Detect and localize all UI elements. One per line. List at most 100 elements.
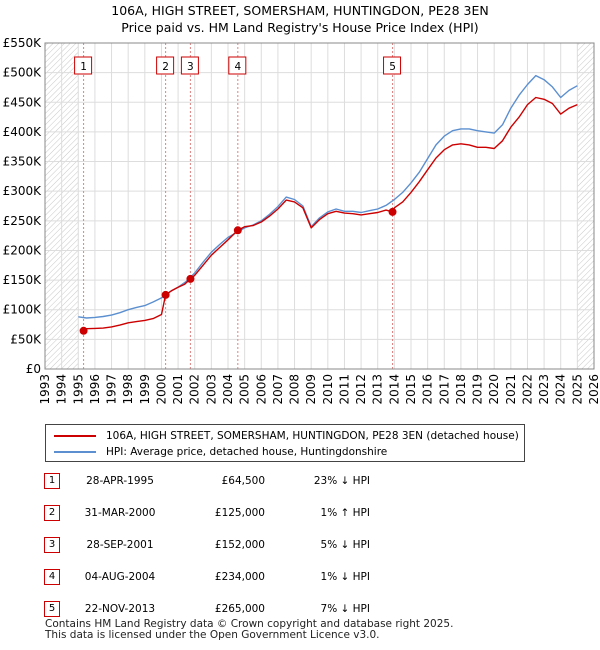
y-tick-label: £100K <box>3 303 43 317</box>
legend-label-property: 106A, HIGH STREET, SOMERSHAM, HUNTINGDON… <box>106 430 519 442</box>
sale-marker-box <box>228 56 247 75</box>
x-tick-label: 1998 <box>121 374 135 405</box>
x-tick-label: 2022 <box>520 374 534 405</box>
sale-date: 28-APR-1995 <box>86 475 154 487</box>
sale-hpi-diff: 7% ↓ HPI <box>320 603 370 615</box>
sale-marker-label: 5 <box>389 61 396 73</box>
sale-price: £265,000 <box>214 603 265 615</box>
sale-hpi-diff: 1% ↓ HPI <box>320 571 370 583</box>
sale-price: £125,000 <box>214 507 265 519</box>
x-tick-label: 2001 <box>171 374 185 405</box>
x-tick-label: 2010 <box>321 374 335 405</box>
sale-row: 3 28-SEP-2001 £152,000 5% ↓ HPI <box>0 537 600 555</box>
sale-number-badge: 5 <box>44 601 60 617</box>
x-tick-label: 2003 <box>204 374 218 405</box>
sale-marker-label: 3 <box>187 61 194 73</box>
y-tick-label: £0 <box>26 362 41 376</box>
x-tick-label: 1994 <box>55 374 69 405</box>
chart-title: 106A, HIGH STREET, SOMERSHAM, HUNTINGDON… <box>0 2 600 36</box>
legend-item-hpi: HPI: Average price, detached house, Hunt… <box>54 444 387 460</box>
x-tick-label: 2004 <box>221 374 235 405</box>
legend-swatch-hpi <box>54 451 96 453</box>
sale-point <box>79 326 88 335</box>
sale-hpi-diff: 5% ↓ HPI <box>320 539 370 551</box>
sale-row: 4 04-AUG-2004 £234,000 1% ↓ HPI <box>0 569 600 587</box>
x-tick-label: 2024 <box>554 374 568 405</box>
sale-marker-label: 2 <box>162 61 169 73</box>
sale-marker-label: 1 <box>80 61 87 73</box>
x-tick-label: 2020 <box>487 374 501 405</box>
footer: Contains HM Land Registry data © Crown c… <box>45 619 453 641</box>
sale-marker-box <box>156 56 175 75</box>
y-tick-label: £200K <box>3 243 43 257</box>
x-tick-label: 2021 <box>504 374 518 405</box>
sale-point <box>161 290 170 299</box>
sale-number-badge: 1 <box>44 473 60 489</box>
legend: 106A, HIGH STREET, SOMERSHAM, HUNTINGDON… <box>45 424 525 462</box>
sale-hpi-diff: 23% ↓ HPI <box>313 475 370 487</box>
sale-number-badge: 2 <box>44 505 60 521</box>
x-tick-label: 1999 <box>138 374 152 405</box>
sale-marker-label: 4 <box>234 61 241 73</box>
y-tick-label: £50K <box>10 332 42 346</box>
x-tick-label: 2014 <box>387 374 401 405</box>
property-series-line <box>83 96 578 332</box>
sale-point <box>388 207 397 216</box>
plot-background <box>45 43 594 369</box>
y-tick-label: £150K <box>3 273 43 287</box>
x-tick-label: 2009 <box>304 374 318 405</box>
x-tick-label: 2025 <box>570 374 584 405</box>
sale-marker-box <box>383 56 402 75</box>
x-tick-label: 2026 <box>587 374 600 405</box>
sale-row: 1 28-APR-1995 £64,500 23% ↓ HPI <box>0 473 600 491</box>
y-tick-label: £550K <box>3 36 43 50</box>
legend-label-hpi: HPI: Average price, detached house, Hunt… <box>106 446 388 458</box>
sale-row: 5 22-NOV-2013 £265,000 7% ↓ HPI <box>0 601 600 619</box>
footer-copyright: Contains HM Land Registry data © Crown c… <box>45 618 454 630</box>
x-tick-label: 2017 <box>437 374 451 405</box>
hatched-region <box>577 43 594 369</box>
y-tick-label: £450K <box>3 95 43 109</box>
x-tick-label: 2012 <box>354 374 368 405</box>
sale-hpi-diff: 1% ↑ HPI <box>320 507 370 519</box>
plot-frame <box>44 42 595 370</box>
x-tick-label: 2011 <box>337 374 351 405</box>
sale-number-badge: 3 <box>44 537 60 553</box>
x-tick-label: 2006 <box>254 374 268 405</box>
y-tick-label: £500K <box>3 66 43 80</box>
sale-row: 2 31-MAR-2000 £125,000 1% ↑ HPI <box>0 505 600 523</box>
sale-date: 22-NOV-2013 <box>84 603 156 615</box>
y-tick-label: £250K <box>3 214 43 228</box>
sale-date: 31-MAR-2000 <box>84 507 156 519</box>
x-tick-label: 2002 <box>188 374 202 405</box>
sale-price: £152,000 <box>214 539 265 551</box>
sale-point <box>186 274 195 283</box>
x-tick-label: 1995 <box>71 374 85 405</box>
x-tick-label: 2008 <box>288 374 302 405</box>
y-tick-label: £350K <box>3 155 43 169</box>
sale-marker-box <box>74 56 93 75</box>
sale-number-badge: 4 <box>44 569 60 585</box>
sale-price: £64,500 <box>221 475 265 487</box>
x-tick-label: 2007 <box>271 374 285 405</box>
legend-swatch-property <box>54 435 96 437</box>
sale-point <box>233 226 242 235</box>
x-tick-label: 1997 <box>105 374 119 405</box>
price-chart: 1 2 3 4 5 £0 £50K £100K £150K £200K £250K £300K £35… <box>3 36 600 405</box>
x-tick-label: 2023 <box>537 374 551 405</box>
y-tick-label: £300K <box>3 184 43 198</box>
title-line-1: 106A, HIGH STREET, SOMERSHAM, HUNTINGDON… <box>111 3 489 18</box>
x-tick-label: 1993 <box>38 374 52 405</box>
sale-price: £234,000 <box>214 571 265 583</box>
hpi-series-line <box>78 74 578 319</box>
sale-marker-box <box>180 56 199 75</box>
footer-licence: This data is licensed under the Open Gov… <box>45 629 380 641</box>
y-tick-label: £400K <box>3 125 43 139</box>
x-tick-label: 2019 <box>471 374 485 405</box>
title-line-2: Price paid vs. HM Land Registry's House … <box>121 20 479 35</box>
x-tick-label: 2000 <box>154 374 168 405</box>
x-tick-label: 2013 <box>371 374 385 405</box>
sale-date: 04-AUG-2004 <box>84 571 156 583</box>
x-tick-label: 2016 <box>421 374 435 405</box>
sale-date: 28-SEP-2001 <box>86 539 154 551</box>
